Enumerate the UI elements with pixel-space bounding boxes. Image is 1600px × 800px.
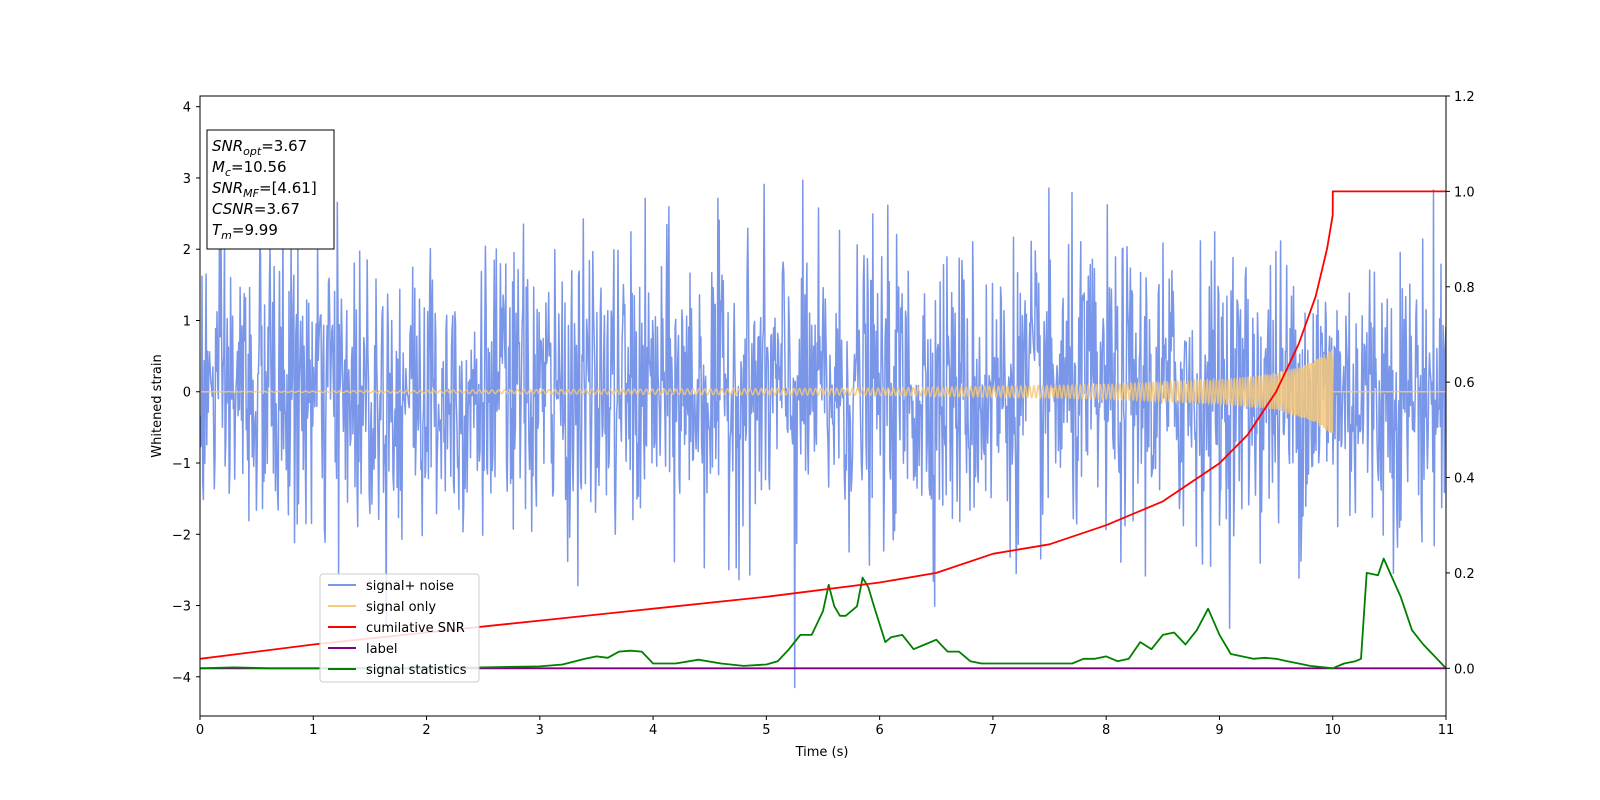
y-left-tick-label: −2: [172, 528, 191, 543]
x-tick-label: 10: [1324, 723, 1341, 738]
cumulative-snr-line: [200, 190, 1446, 660]
y-right-tick-label: 1.2: [1454, 90, 1475, 105]
y-left-tick-label: 2: [183, 243, 191, 258]
cumulative-snr-series: [200, 190, 1446, 660]
legend-label: signal only: [366, 600, 436, 615]
y-left-tick-label: −3: [172, 600, 191, 615]
annotation-line: Tm=9.99: [212, 221, 278, 242]
annotation-line: SNRopt=3.67: [212, 137, 307, 158]
plot-frame: [199, 95, 1447, 717]
x-tick-label: 1: [309, 723, 317, 738]
y-right-tick-label: 0.2: [1454, 567, 1475, 582]
x-tick-label: 4: [649, 723, 657, 738]
annotation-box-frame: [206, 129, 335, 250]
x-tick-label: 2: [422, 723, 430, 738]
y-left-tick-label: 1: [183, 314, 191, 329]
legend-label: signal+ noise: [366, 579, 454, 594]
legend-label: signal statistics: [366, 663, 467, 678]
signal-noise-line: [200, 178, 1446, 689]
y-axis-left-label: Whitened strain: [150, 354, 165, 457]
annotation-line: SNRMF=[4.61]: [212, 179, 317, 200]
y-right-tick-label: 0.4: [1454, 472, 1475, 487]
y-left-tick-label: 3: [183, 172, 191, 187]
stats-annotation-box: SNRopt=3.67Mc=10.56SNRMF=[4.61]CSNR=3.67…: [206, 129, 335, 250]
y-right-tick-label: 0.8: [1454, 281, 1475, 296]
annotation-line: Mc=10.56: [212, 158, 287, 179]
y-left-tick-label: −4: [172, 671, 191, 686]
signal-only-series: [200, 349, 1446, 434]
legend-label: cumilative SNR: [366, 621, 465, 636]
x-axis-label: Time (s): [795, 745, 849, 760]
signal-statistics-line: [200, 557, 1446, 670]
y-right-tick-label: 0.0: [1454, 662, 1475, 677]
signal-statistics-series: [200, 557, 1446, 670]
y-right-tick-label: 0.6: [1454, 376, 1475, 391]
x-tick-label: 11: [1438, 723, 1455, 738]
x-tick-label: 0: [196, 723, 204, 738]
x-tick-label: 3: [536, 723, 544, 738]
y-right-tick-label: 1.0: [1454, 185, 1475, 200]
signal-noise-series: [200, 178, 1446, 689]
y-left-tick-label: 4: [183, 101, 191, 116]
x-tick-label: 8: [1102, 723, 1110, 738]
y-left-tick-label: 0: [183, 386, 191, 401]
annotation-line: CSNR=3.67: [212, 200, 300, 218]
signal-only-line: [200, 349, 1446, 434]
y-axis-left: −4 −3 −2 −1 0 1 2 3 4: [172, 101, 200, 686]
legend-label: label: [366, 642, 397, 657]
x-tick-label: 6: [875, 723, 883, 738]
legend: signal+ noise signal only cumilative SNR la…: [319, 573, 480, 683]
x-tick-label: 9: [1215, 723, 1223, 738]
x-axis: 0 1 2 3 4 5 6 7 8 9 10 11: [196, 716, 1454, 738]
legend-frame: [319, 573, 480, 683]
y-axis-right: 0.0 0.2 0.4 0.6 0.8 1.0 1.2: [1446, 90, 1475, 677]
x-tick-label: 7: [989, 723, 997, 738]
x-tick-label: 5: [762, 723, 770, 738]
y-left-tick-label: −1: [172, 457, 191, 472]
